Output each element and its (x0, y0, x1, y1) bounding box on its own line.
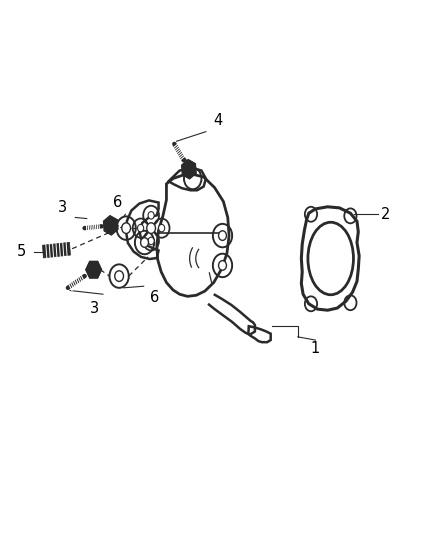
Circle shape (148, 237, 154, 245)
Text: 2: 2 (381, 207, 390, 222)
Polygon shape (42, 243, 71, 258)
Circle shape (148, 212, 154, 219)
Circle shape (115, 271, 124, 281)
Text: 4: 4 (214, 113, 223, 128)
Text: 1: 1 (311, 341, 320, 356)
Text: 6: 6 (150, 290, 159, 305)
Polygon shape (103, 216, 118, 235)
Circle shape (219, 261, 226, 270)
Circle shape (141, 238, 148, 247)
Circle shape (138, 224, 144, 232)
Text: 3: 3 (90, 301, 99, 316)
Circle shape (122, 223, 131, 233)
Polygon shape (182, 160, 196, 179)
Circle shape (219, 231, 226, 240)
Polygon shape (86, 261, 102, 278)
Circle shape (159, 224, 165, 232)
Text: 5: 5 (17, 244, 26, 259)
Text: 3: 3 (57, 200, 67, 215)
Text: 6: 6 (113, 195, 122, 210)
Circle shape (147, 223, 155, 233)
